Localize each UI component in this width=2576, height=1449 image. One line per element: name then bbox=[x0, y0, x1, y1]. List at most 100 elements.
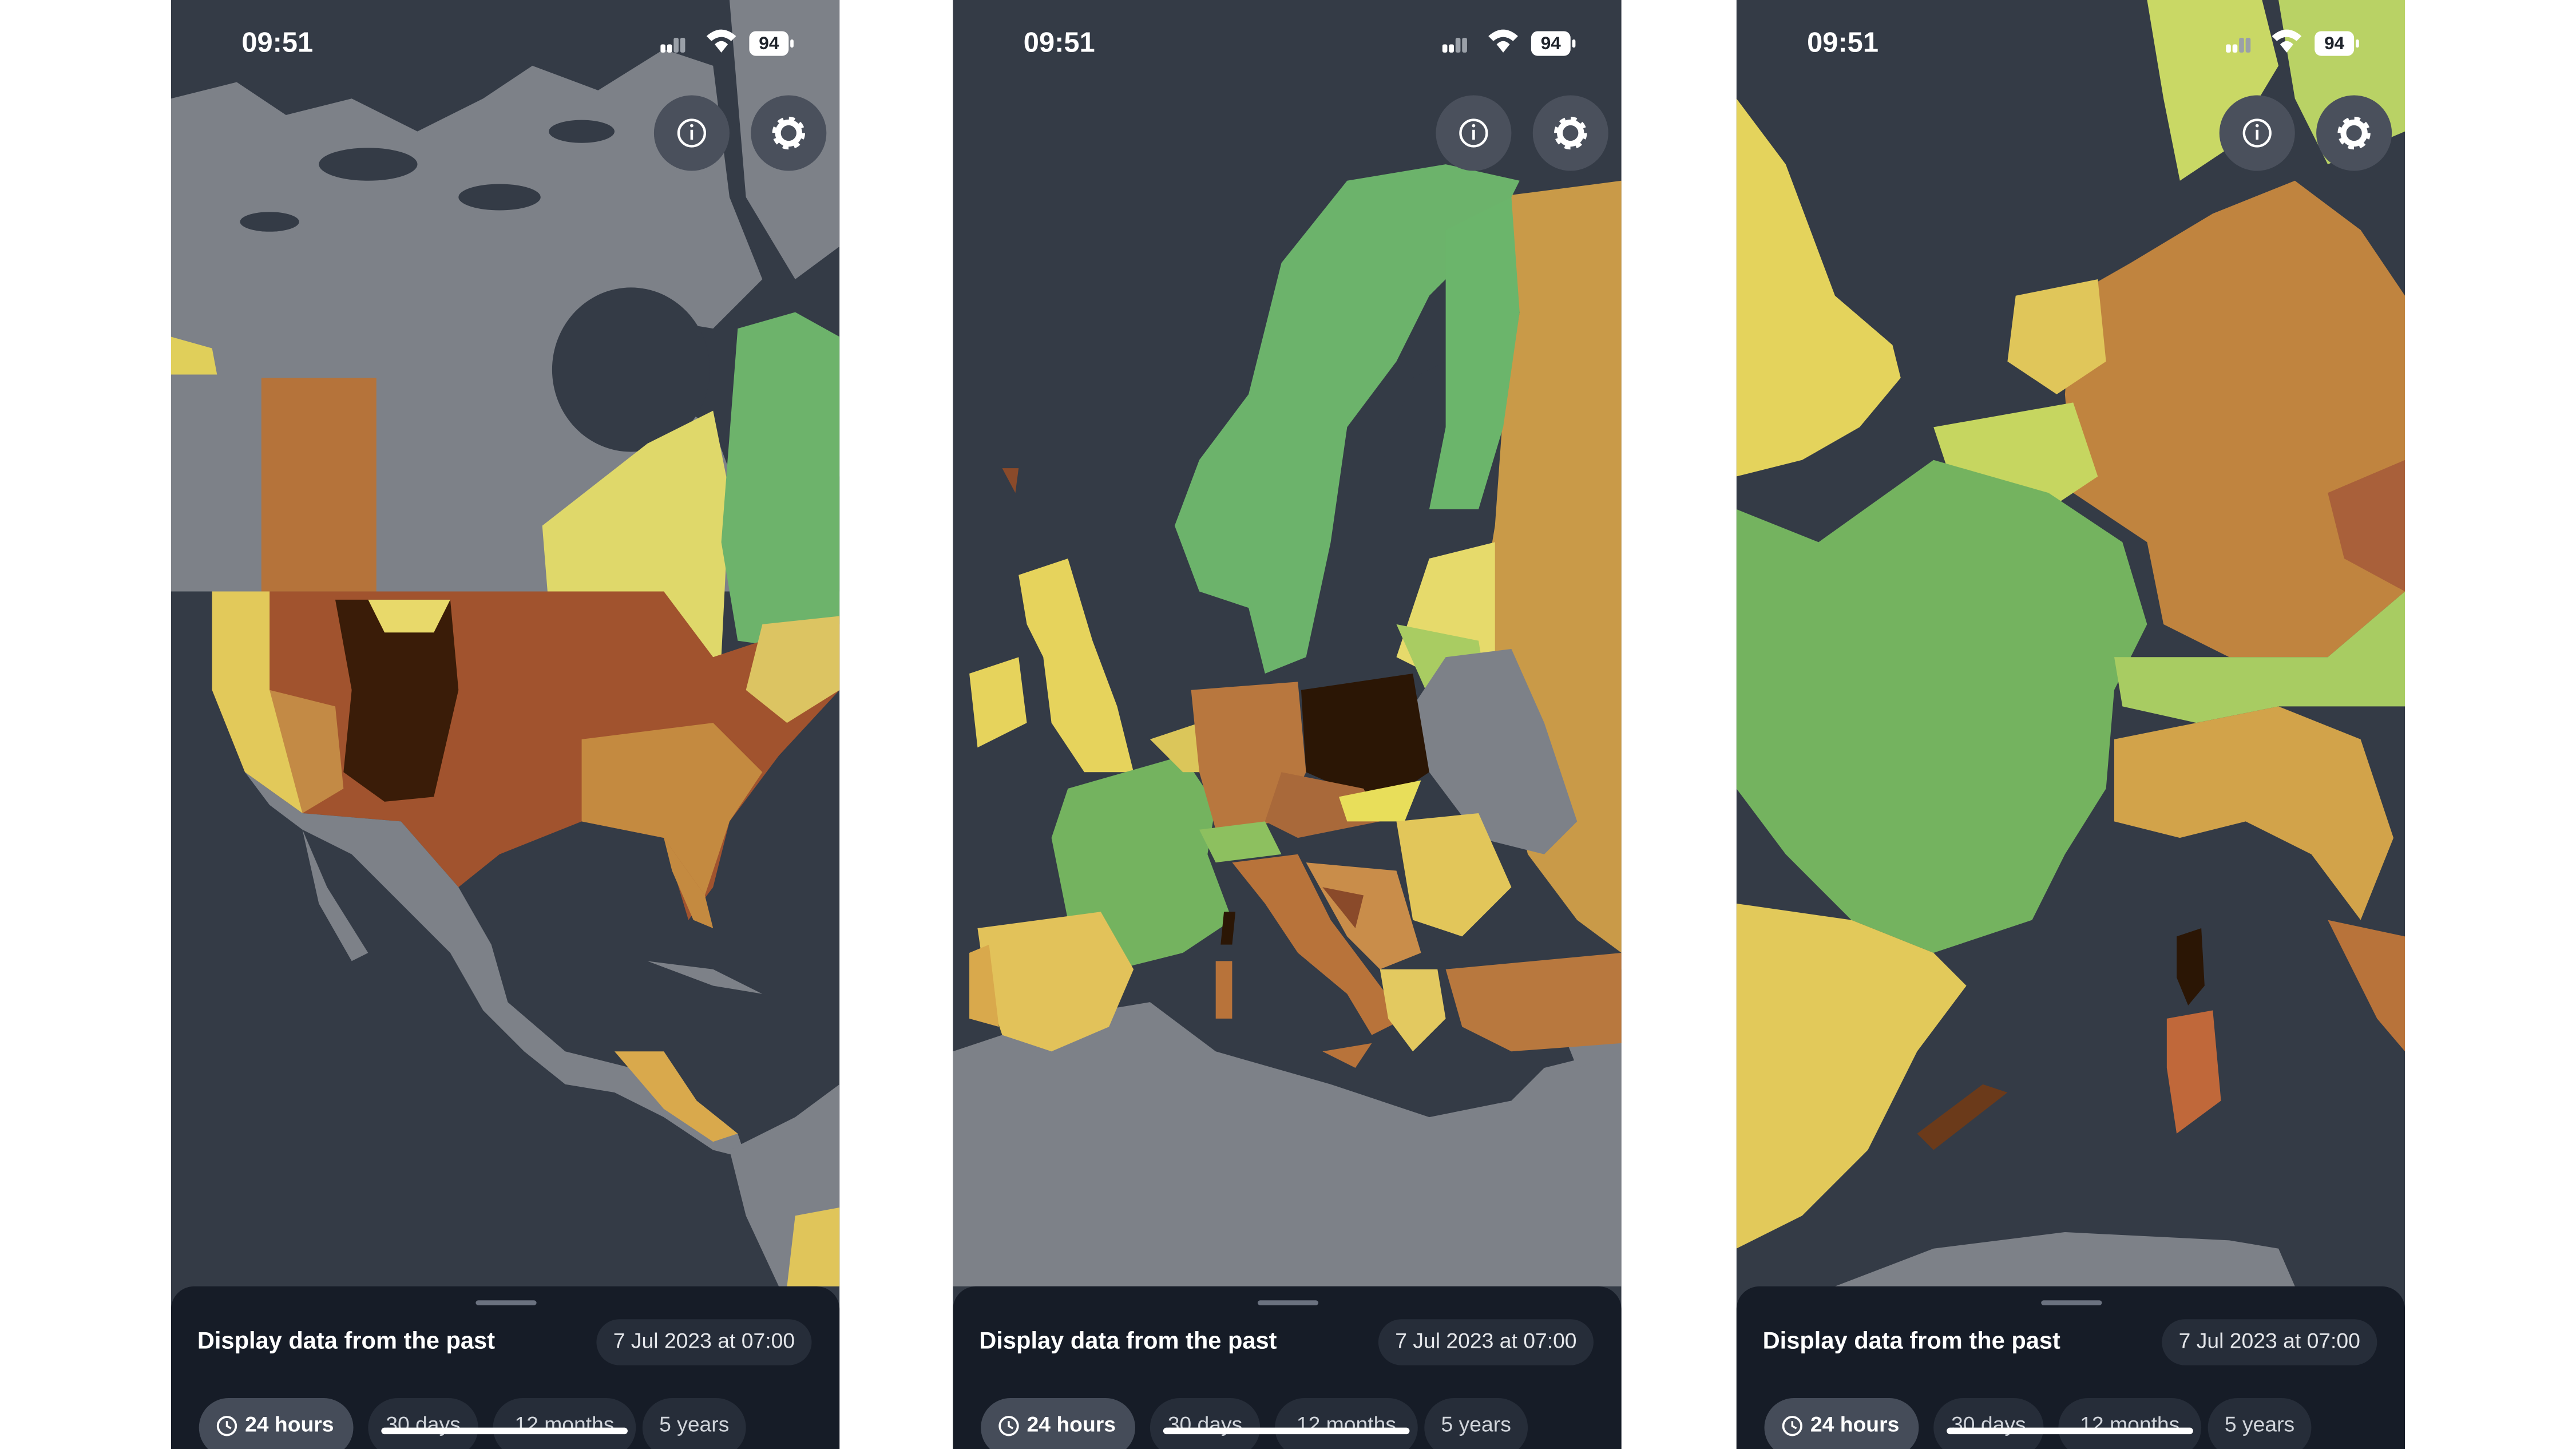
map-region bbox=[721, 312, 840, 649]
info-icon-dot bbox=[2255, 124, 2259, 128]
map-region bbox=[1445, 953, 1622, 1052]
status-time: 09:51 bbox=[1807, 27, 1879, 58]
info-icon-dot bbox=[690, 124, 693, 128]
range-pill[interactable] bbox=[1275, 1398, 1418, 1449]
range-pill[interactable] bbox=[2058, 1398, 2202, 1449]
range-pill[interactable] bbox=[1764, 1398, 1919, 1449]
date-pill[interactable] bbox=[596, 1319, 812, 1365]
signal-bar bbox=[2239, 38, 2244, 53]
range-pill[interactable] bbox=[981, 1398, 1136, 1449]
map-region bbox=[746, 616, 840, 723]
map-region bbox=[2328, 460, 2405, 592]
map-region bbox=[1002, 468, 1019, 493]
wifi-icon bbox=[2272, 29, 2302, 53]
info-button[interactable] bbox=[653, 95, 730, 171]
phone-screen: 09:51 94 Display data from the past 7 Jul 2… bbox=[953, 0, 1622, 1449]
sheet-title: Display data from the past bbox=[197, 1327, 495, 1353]
button-bg bbox=[2316, 95, 2392, 171]
battery-tip bbox=[1572, 39, 1576, 48]
range-pill[interactable] bbox=[1933, 1398, 2044, 1449]
signal-bar bbox=[1462, 38, 1467, 53]
map-region bbox=[1834, 1232, 2295, 1286]
info-icon-dot bbox=[1472, 124, 1476, 128]
signal-bar bbox=[2226, 44, 2231, 53]
map-region bbox=[1413, 648, 1578, 854]
date-label: 7 Jul 2023 at 07:00 bbox=[613, 1328, 795, 1352]
wifi-icon bbox=[706, 29, 736, 53]
sheet-title: Display data from the past bbox=[979, 1327, 1277, 1353]
map-region bbox=[1199, 821, 1282, 863]
map-region bbox=[2328, 920, 2405, 1052]
info-button[interactable] bbox=[2219, 95, 2295, 171]
signal-bar bbox=[667, 44, 672, 53]
map-region bbox=[549, 120, 615, 143]
map-region bbox=[1917, 1084, 2008, 1150]
info-button[interactable] bbox=[1436, 95, 1512, 171]
map-region bbox=[368, 599, 450, 633]
range-pill[interactable] bbox=[368, 1398, 478, 1449]
map-region bbox=[614, 1051, 738, 1142]
range-label: 5 years bbox=[659, 1412, 729, 1436]
map-region bbox=[2064, 180, 2405, 658]
signal-bar bbox=[673, 38, 679, 53]
signal-bar bbox=[2232, 44, 2238, 53]
bottom-sheet: Display data from the past 7 Jul 2023 at … bbox=[953, 1286, 1622, 1449]
map-region bbox=[969, 657, 1027, 748]
date-label: 7 Jul 2023 at 07:00 bbox=[2179, 1328, 2360, 1352]
bottom-sheet: Display data from the past 7 Jul 2023 at … bbox=[1736, 1286, 2405, 1449]
map-region bbox=[1215, 961, 1232, 1019]
map-region bbox=[319, 148, 418, 181]
battery-icon bbox=[2315, 31, 2355, 56]
signal-bar bbox=[660, 44, 665, 53]
map-region bbox=[1736, 903, 1967, 1249]
range-pill[interactable] bbox=[642, 1398, 746, 1449]
range-pill[interactable] bbox=[2208, 1398, 2312, 1449]
phone-screen: 09:51 94 Display data from the past 7 Jul 2… bbox=[171, 0, 840, 1449]
info-icon bbox=[1459, 118, 1488, 148]
map-region bbox=[240, 212, 299, 232]
signal-icon bbox=[1442, 38, 1467, 53]
range-pill[interactable] bbox=[1424, 1398, 1528, 1449]
signal-icon bbox=[2226, 38, 2251, 53]
bottom-sheet: Display data from the past 7 Jul 2023 at … bbox=[171, 1286, 840, 1449]
map-region bbox=[1018, 559, 1134, 773]
range-label: 5 years bbox=[2225, 1412, 2294, 1436]
date-pill[interactable] bbox=[2162, 1319, 2377, 1365]
map-region bbox=[1338, 780, 1421, 822]
range-label: 24 hours bbox=[245, 1412, 334, 1436]
map-region bbox=[270, 690, 344, 814]
map-region bbox=[245, 772, 746, 1158]
signal-bar bbox=[2245, 38, 2251, 53]
map-region bbox=[953, 1002, 1622, 1286]
map-region bbox=[1220, 912, 1236, 945]
map-region bbox=[787, 1208, 840, 1286]
gear-body bbox=[1557, 119, 1584, 147]
signal-bar bbox=[1449, 44, 1454, 53]
range-pill[interactable] bbox=[1150, 1398, 1261, 1449]
range-pill[interactable] bbox=[199, 1398, 354, 1449]
info-icon bbox=[2242, 118, 2272, 148]
map-region bbox=[261, 378, 377, 592]
settings-button[interactable] bbox=[1532, 95, 1608, 171]
gear-body bbox=[775, 119, 802, 147]
signal-bar bbox=[680, 38, 685, 53]
range-pill[interactable] bbox=[493, 1398, 636, 1449]
settings-button[interactable] bbox=[751, 95, 827, 171]
map-region bbox=[1396, 813, 1512, 937]
map-region bbox=[1322, 1043, 1372, 1068]
date-pill[interactable] bbox=[1378, 1319, 1594, 1365]
map-region bbox=[1232, 854, 1405, 1035]
clock-hands bbox=[1008, 1421, 1014, 1430]
map-region bbox=[1380, 969, 1446, 1052]
map-region bbox=[977, 912, 1134, 1052]
settings-button[interactable] bbox=[2316, 95, 2392, 171]
date-label: 7 Jul 2023 at 07:00 bbox=[1395, 1328, 1576, 1352]
map-region bbox=[1429, 197, 1520, 509]
map bbox=[1736, 0, 2405, 1449]
battery-tip bbox=[790, 39, 794, 48]
battery-level: 94 bbox=[2324, 33, 2345, 53]
battery-icon bbox=[1531, 31, 1571, 56]
battery-icon bbox=[749, 31, 789, 56]
